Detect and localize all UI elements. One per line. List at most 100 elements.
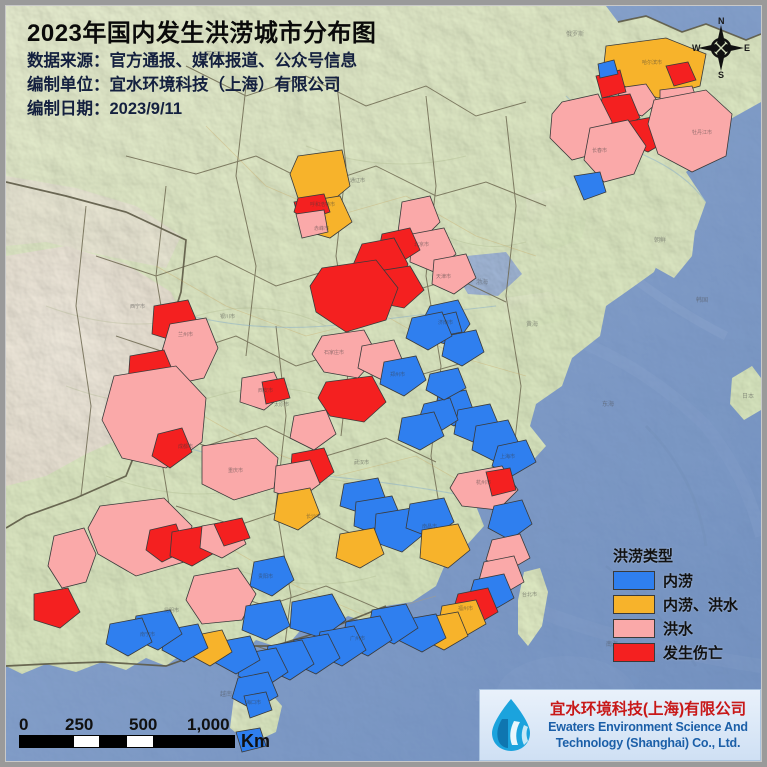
company-logo-block: 宜水环境科技(上海)有限公司 Ewaters Environment Scien… bbox=[479, 689, 761, 761]
subtitle-date: 编制日期：2023/9/11 bbox=[27, 100, 182, 118]
flood-region-blue-guangxi-1 bbox=[289, 593, 347, 639]
japan-island bbox=[730, 366, 761, 420]
flood-region-blue-anhui-2 bbox=[397, 411, 445, 451]
svg-text:西安市: 西安市 bbox=[258, 387, 273, 394]
svg-text:南昌市: 南昌市 bbox=[422, 523, 437, 530]
svg-text:渤海: 渤海 bbox=[476, 278, 488, 286]
east-label: E bbox=[743, 43, 750, 53]
scale-tick-0: 0 bbox=[19, 715, 29, 734]
flood-region-pink-tj-1 bbox=[431, 253, 477, 295]
svg-text:西宁市: 西宁市 bbox=[130, 303, 145, 310]
svg-text:济南市: 济南市 bbox=[438, 319, 453, 326]
taiwan-island bbox=[518, 568, 548, 646]
water-drop-logo-icon bbox=[480, 694, 542, 756]
flood-region-pink-nujiang bbox=[47, 527, 97, 589]
flood-region-blue-shandong-2 bbox=[441, 329, 485, 367]
svg-text:长沙市: 长沙市 bbox=[306, 513, 321, 520]
legend-item-neilao-hongshui[interactable]: 内涝、洪水 bbox=[613, 594, 738, 615]
flood-region-red-shaanxi-1 bbox=[261, 377, 291, 405]
title-block: 2023年国内发生洪涝城市分布图 数据来源：官方通报、媒体报道、公众号信息 编制… bbox=[27, 19, 376, 121]
svg-text:南海: 南海 bbox=[606, 640, 618, 648]
compass-rose-icon bbox=[698, 25, 744, 71]
legend-label-neilao: 内涝 bbox=[663, 573, 694, 590]
svg-text:牡丹江市: 牡丹江市 bbox=[692, 129, 712, 136]
svg-text:重庆市: 重庆市 bbox=[228, 467, 243, 474]
svg-text:东海: 东海 bbox=[602, 400, 614, 408]
legend-swatch-casualties bbox=[613, 643, 655, 662]
legend-swatch-neilao-hongshui bbox=[613, 595, 655, 614]
svg-text:通辽市: 通辽市 bbox=[350, 177, 365, 184]
bohai-bay bbox=[456, 252, 522, 296]
south-label: S bbox=[718, 70, 725, 80]
legend-title: 洪涝类型 bbox=[613, 548, 674, 565]
flood-region-blue-ningbo bbox=[487, 499, 533, 541]
legend-label-hongshui: 洪水 bbox=[663, 621, 694, 638]
legend-item-hongshui[interactable]: 洪水 bbox=[613, 618, 738, 639]
west-label: W bbox=[692, 43, 701, 53]
subtitle-data-source: 数据来源：官方通报、媒体报道、公众号信息 bbox=[27, 52, 357, 70]
svg-text:长春市: 长春市 bbox=[592, 147, 607, 154]
flood-region-pink-ne-5 bbox=[647, 89, 733, 173]
tibetan-plateau bbox=[6, 246, 186, 486]
flood-region-red-hebei-4 bbox=[309, 259, 399, 333]
tarim-basin bbox=[6, 176, 181, 268]
shandong-peninsula bbox=[504, 292, 572, 328]
legend-item-neilao[interactable]: 内涝 bbox=[613, 570, 738, 591]
svg-text:郑州市: 郑州市 bbox=[390, 371, 405, 378]
svg-text:太原市: 太原市 bbox=[274, 401, 289, 408]
svg-text:广州市: 广州市 bbox=[350, 635, 365, 642]
flood-region-blue-sanya bbox=[235, 727, 267, 753]
flood-region-pink-henan-2 bbox=[289, 409, 337, 451]
flood-region-orange-hunan-2 bbox=[335, 527, 385, 569]
north-arrow: N S W E bbox=[692, 16, 750, 80]
north-label: N bbox=[718, 16, 725, 26]
legend-label-neilao-hongshui: 内涝、洪水 bbox=[663, 597, 739, 614]
scale-tick-1000: 1,000 bbox=[187, 715, 230, 734]
svg-text:俄罗斯: 俄罗斯 bbox=[566, 30, 584, 38]
legend-swatch-hongshui bbox=[613, 619, 655, 638]
china-landmass bbox=[6, 6, 761, 674]
legend: 洪涝类型 内涝 内涝、洪水 洪水 发生伤亡 bbox=[613, 545, 738, 666]
flood-region-blue-henan-1 bbox=[379, 355, 427, 397]
legend-item-casualties[interactable]: 发生伤亡 bbox=[613, 642, 738, 663]
map-canvas[interactable]: 北京市 天津市 上海市 重庆市 哈尔滨市 长春市 石家庄市 太原市 济南市 郑州市 武汉市… bbox=[6, 6, 761, 761]
flood-region-orange-hunan-1 bbox=[273, 487, 321, 531]
flood-region-red-ne-1 bbox=[665, 61, 697, 87]
company-name-en-line2: Technology (Shanghai) Co., Ltd. bbox=[555, 735, 741, 750]
svg-text:上海市: 上海市 bbox=[500, 453, 515, 460]
svg-text:越南: 越南 bbox=[220, 690, 232, 698]
flood-region-blue-ne-2 bbox=[597, 59, 619, 79]
company-name-en-line1: Ewaters Environment Science And bbox=[548, 719, 748, 734]
landmass bbox=[6, 6, 761, 744]
svg-text:日本: 日本 bbox=[742, 392, 754, 400]
flood-region-red-dehong bbox=[33, 587, 81, 629]
flood-regions[interactable] bbox=[33, 37, 733, 753]
flood-region-pink-baise bbox=[185, 567, 257, 625]
svg-text:南宁市: 南宁市 bbox=[140, 631, 155, 638]
flood-region-red-mianyang bbox=[151, 427, 193, 469]
flood-region-blue-shandong-3 bbox=[405, 311, 453, 351]
flood-region-red-hangzhou bbox=[485, 467, 517, 497]
legend-label-casualties: 发生伤亡 bbox=[663, 645, 724, 662]
svg-text:海口市: 海口市 bbox=[246, 699, 261, 706]
svg-text:呼和浩特市: 呼和浩特市 bbox=[310, 201, 335, 208]
flood-region-blue-ne-1 bbox=[573, 171, 607, 201]
svg-text:蒙古国: 蒙古国 bbox=[206, 50, 224, 58]
svg-text:台北市: 台北市 bbox=[522, 591, 537, 598]
svg-text:昆明市: 昆明市 bbox=[164, 607, 179, 614]
svg-text:成都市: 成都市 bbox=[178, 443, 193, 450]
company-name-block: 宜水环境科技(上海)有限公司 Ewaters Environment Scien… bbox=[542, 700, 760, 751]
svg-text:天津市: 天津市 bbox=[436, 273, 451, 280]
svg-text:武汉市: 武汉市 bbox=[354, 459, 369, 466]
flood-region-pink-hebei-1 bbox=[295, 209, 329, 239]
svg-text:赤峰市: 赤峰市 bbox=[314, 225, 329, 232]
scale-bar-graphic bbox=[19, 735, 235, 748]
svg-text:银川市: 银川市 bbox=[220, 313, 235, 320]
korea-peninsula bbox=[650, 204, 696, 278]
svg-text:杭州市: 杭州市 bbox=[476, 479, 491, 486]
svg-text:贵阳市: 贵阳市 bbox=[258, 573, 273, 580]
scale-tick-500: 500 bbox=[129, 715, 158, 734]
flood-region-red-luzhou bbox=[213, 517, 251, 547]
